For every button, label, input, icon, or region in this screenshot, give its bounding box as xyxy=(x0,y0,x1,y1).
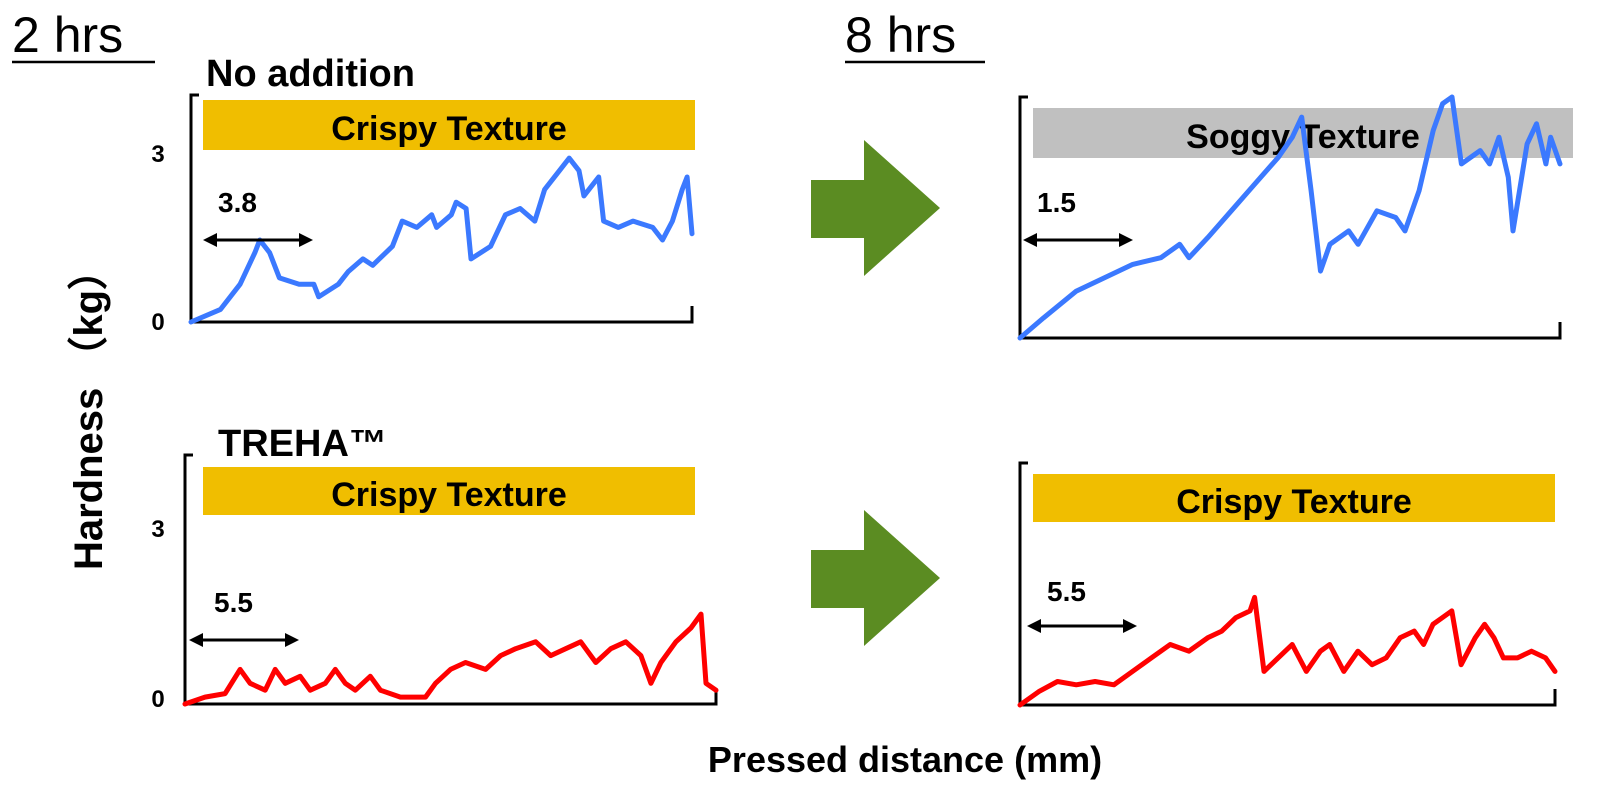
measure-arrowhead-right xyxy=(285,633,299,647)
measure-arrowhead-left xyxy=(1023,233,1037,247)
measure-arrowhead-right xyxy=(1123,619,1137,633)
measure-label: 3.8 xyxy=(218,187,257,218)
group-title-no-addition: No addition xyxy=(206,53,415,95)
measure-label: 5.5 xyxy=(1047,576,1086,607)
texture-band xyxy=(1033,474,1555,522)
data-line xyxy=(1017,94,1563,341)
texture-band xyxy=(203,100,695,150)
panel-4: Crispy Texture 5.5 xyxy=(1017,461,1558,708)
measure-label: 1.5 xyxy=(1037,187,1076,218)
texture-band-label: Crispy Texture xyxy=(331,476,567,514)
group-title-treha: TREHA™ xyxy=(218,423,387,465)
texture-band-label: Crispy Texture xyxy=(1176,483,1412,521)
y-tick-label: 0 xyxy=(151,686,164,713)
header-2hrs: 2 hrs xyxy=(12,7,123,63)
y-axis-label: Hardness （kg） xyxy=(67,250,111,570)
measure-arrowhead-left xyxy=(189,633,203,647)
measure-arrowhead-left xyxy=(203,233,217,247)
measure-arrowhead-right xyxy=(299,233,313,247)
data-line xyxy=(1017,594,1558,708)
measure-arrowhead-right xyxy=(1119,233,1133,247)
transition-arrow-bottom xyxy=(811,510,940,646)
panel-3: Crispy Texture 5.5 3 0 xyxy=(151,453,719,713)
texture-band-label: Crispy Texture xyxy=(331,110,567,148)
y-tick-label: 3 xyxy=(151,141,164,168)
transition-arrow-top xyxy=(811,140,940,276)
measure-arrowhead-left xyxy=(1027,619,1041,633)
measure-label: 5.5 xyxy=(214,587,253,618)
y-tick-label: 0 xyxy=(151,309,164,336)
data-line xyxy=(188,155,695,325)
data-line xyxy=(182,611,719,707)
panel-1: Crispy Texture 3.8 3 0 xyxy=(151,93,695,336)
texture-band xyxy=(203,467,695,515)
header-8hrs: 8 hrs xyxy=(845,7,956,63)
y-tick-label: 3 xyxy=(151,516,164,543)
x-axis-label: Pressed distance (mm) xyxy=(708,739,1102,780)
